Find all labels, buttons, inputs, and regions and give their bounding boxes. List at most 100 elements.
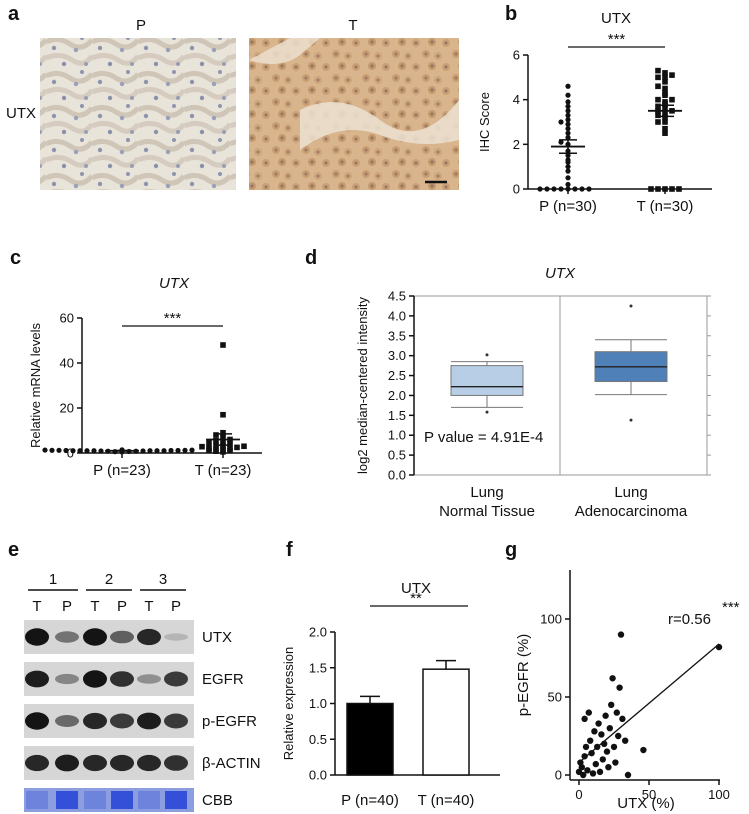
blot-band (164, 755, 188, 771)
y-tick-label: 1.5 (309, 660, 327, 675)
data-point (676, 186, 682, 192)
outlier-point (629, 304, 633, 308)
data-point (580, 771, 587, 779)
data-point (565, 168, 571, 174)
y-tick-label: 0 (67, 446, 74, 461)
data-point (579, 186, 585, 192)
blot-label: β-ACTIN (202, 755, 261, 772)
data-point (612, 759, 619, 766)
data-point (581, 753, 588, 760)
cbb-band (84, 791, 106, 809)
data-point (565, 103, 571, 109)
data-point (648, 186, 654, 192)
fit-line (578, 643, 720, 764)
data-point (551, 186, 557, 192)
data-point (616, 684, 623, 691)
data-point (592, 760, 599, 768)
data-point (655, 119, 661, 125)
data-point (662, 74, 668, 81)
data-point (558, 186, 564, 192)
y-tick-label: 1.5 (388, 408, 406, 423)
blot-band (55, 754, 79, 772)
y-tick-label: 50 (548, 690, 562, 705)
significance-stars: *** (608, 31, 626, 48)
x-axis-title: UTX (%) (617, 795, 675, 812)
data-point (213, 437, 219, 444)
y-tick-label: 100 (540, 612, 562, 627)
data-point (565, 92, 571, 98)
x-tick-label: T (n=40) (418, 792, 475, 809)
cbb-band (56, 791, 78, 809)
data-point (624, 771, 632, 779)
data-point (655, 74, 661, 81)
data-point (655, 112, 661, 119)
data-point (591, 728, 598, 735)
blot-band (137, 712, 161, 730)
p-value-annotation: P value = 4.91E-4 (424, 429, 543, 446)
data-point (662, 130, 668, 136)
blot-label: UTX (202, 629, 232, 646)
data-point (220, 446, 226, 453)
y-tick-label: 0 (555, 768, 562, 783)
data-point (565, 126, 571, 132)
data-point (662, 79, 668, 85)
data-point (565, 99, 571, 105)
y-tick-label: 20 (60, 401, 74, 416)
data-point (669, 96, 675, 103)
blot-band (137, 674, 161, 684)
data-point (63, 447, 69, 454)
data-point (581, 715, 588, 723)
panel-a-label: a (8, 3, 20, 25)
x-tick-label: Normal Tissue (439, 503, 535, 520)
lane-label: T (144, 598, 153, 615)
blot-band (83, 754, 107, 772)
data-point (655, 186, 661, 192)
cbb-band (165, 791, 187, 809)
data-point (587, 737, 594, 744)
data-point (655, 83, 661, 90)
data-point (662, 90, 668, 96)
blot-band (25, 670, 49, 688)
data-point (655, 67, 661, 74)
lane-group-label: 1 (49, 571, 57, 588)
data-point (154, 448, 160, 454)
data-point (49, 447, 55, 453)
blot-band (25, 628, 49, 646)
data-point (598, 731, 605, 738)
data-point (206, 445, 212, 451)
data-point (622, 737, 629, 744)
data-point (617, 631, 625, 638)
panel-f: f UTX 0.0 0.5 1.0 1.5 2.0 Relative expression P … (281, 539, 500, 809)
data-point (662, 85, 668, 92)
data-point (234, 444, 240, 451)
significance-stars: ** (410, 590, 422, 607)
data-point (544, 186, 550, 192)
y-axis-title: log2 median-centered intensity (355, 296, 370, 474)
x-tick-label: P (n=40) (341, 792, 399, 809)
panel-d: d UTX 0.0 0.5 1.0 1.5 2.0 2.5 3.0 3.5 4.0 4.5 log2 m… (305, 247, 711, 520)
data-point (565, 135, 571, 141)
data-point (584, 767, 591, 774)
x-tick-label: T (n=23) (195, 462, 252, 479)
data-point (558, 139, 564, 145)
y-tick-label: 1.0 (309, 696, 327, 711)
data-point (610, 743, 618, 751)
panel-a: a P T UTX (6, 3, 459, 190)
cbb-band (26, 791, 48, 809)
data-point (662, 99, 668, 105)
panel-label: c (10, 247, 21, 269)
box (450, 365, 524, 396)
data-point (182, 447, 188, 453)
data-point (161, 448, 167, 454)
blot-band (25, 754, 49, 772)
panel-label: d (305, 247, 317, 269)
panel-a-column-t: T (348, 17, 357, 34)
data-point (147, 448, 153, 454)
y-tick-label: 2 (513, 137, 520, 152)
y-tick-label: 2.0 (309, 625, 327, 640)
data-point (537, 186, 543, 192)
data-point (565, 108, 571, 114)
data-point (168, 447, 174, 454)
x-tick-label: P (n=30) (539, 198, 597, 215)
chart-title: UTX (401, 580, 431, 597)
